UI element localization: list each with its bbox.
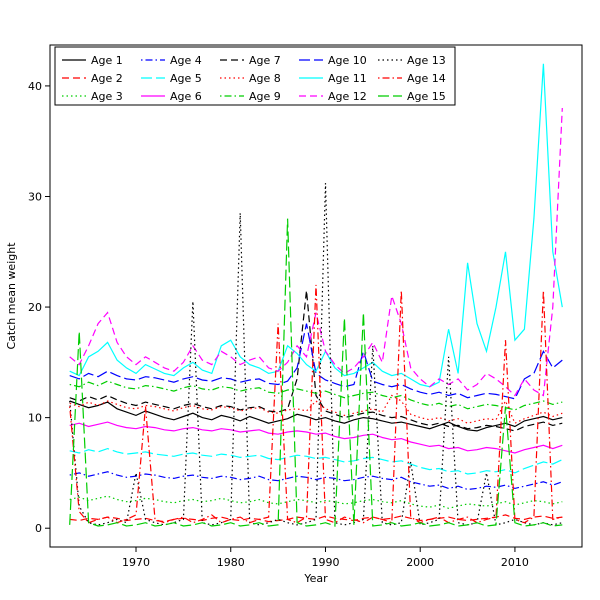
legend-label-age-14: Age 14 [407,72,446,85]
x-tick-label: 2010 [501,556,529,569]
y-tick-label: 30 [28,190,42,203]
series-line-age-1 [69,400,563,432]
legend-box [54,46,456,106]
legend-label-age-8: Age 8 [249,72,281,85]
series-line-age-5 [69,447,563,475]
legend-label-age-6: Age 6 [170,90,202,103]
series-line-age-4 [69,471,563,491]
series-line-age-11 [69,63,563,388]
legend-label-age-13: Age 13 [407,54,446,67]
y-tick-label: 20 [28,301,42,314]
legend-label-age-5: Age 5 [170,72,202,85]
series-line-age-10 [69,323,563,400]
series-line-age-12 [69,107,563,397]
y-tick-label: 0 [35,522,42,535]
series-line-age-6 [69,421,563,454]
legend-label-age-7: Age 7 [249,54,281,67]
series-line-age-14 [69,284,563,524]
legend-label-age-15: Age 15 [407,90,446,103]
x-tick-label: 1990 [311,556,339,569]
x-axis-label: Year [303,572,328,585]
series-line-age-8 [69,394,563,425]
x-tick-label: 1970 [122,556,150,569]
plot-box [49,44,583,548]
legend-label-age-4: Age 4 [170,54,202,67]
legend-label-age-1: Age 1 [91,54,123,67]
legend-label-age-3: Age 3 [91,90,123,103]
legend-label-age-10: Age 10 [328,54,367,67]
series-line-age-15 [69,218,563,527]
legend-label-age-12: Age 12 [328,90,367,103]
x-tick-label: 1980 [217,556,245,569]
y-tick-label: 40 [28,80,42,93]
y-axis-label: Catch mean weight [5,242,18,350]
x-tick-label: 2000 [406,556,434,569]
series-line-age-3 [69,495,563,509]
series-line-age-9 [69,380,563,411]
series-line-age-13 [69,183,563,526]
legend-label-age-2: Age 2 [91,72,123,85]
series-line-age-7 [69,290,563,432]
y-tick-label: 10 [28,412,42,425]
legend-label-age-9: Age 9 [249,90,281,103]
legend-label-age-11: Age 11 [328,72,367,85]
series-line-age-2 [69,514,563,523]
